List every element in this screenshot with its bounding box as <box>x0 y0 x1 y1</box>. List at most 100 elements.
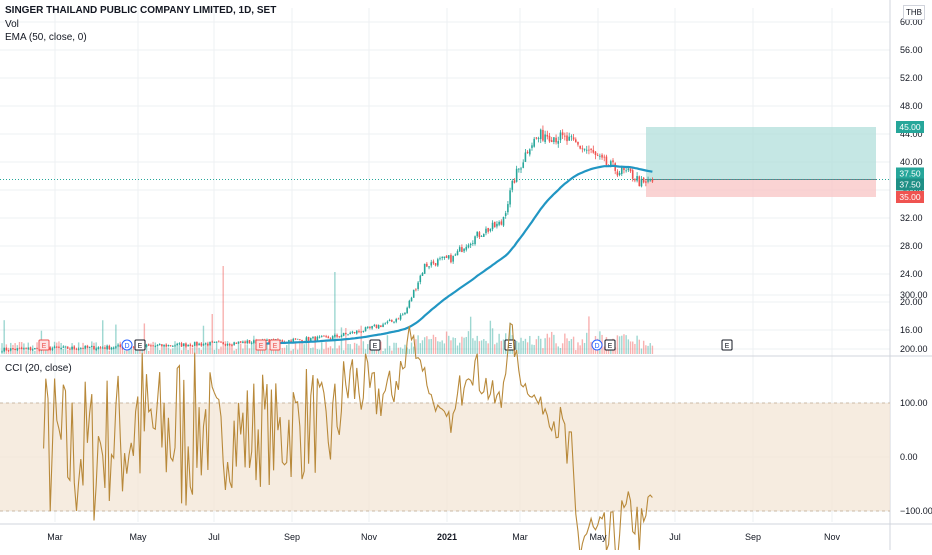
candle-body <box>349 332 352 335</box>
candle-body <box>463 248 465 252</box>
candle-body <box>557 141 560 144</box>
volume-bar <box>465 336 467 354</box>
volume-bar <box>244 344 246 354</box>
volume-bar <box>555 343 557 354</box>
volume-bar <box>119 341 121 354</box>
candle-body <box>419 275 422 283</box>
earnings-marker <box>369 339 381 351</box>
time-tick-label: Sep <box>745 532 761 542</box>
volume-bar <box>537 335 540 354</box>
candle-body <box>244 341 246 344</box>
volume-bar <box>568 340 570 354</box>
candle-body <box>207 343 209 346</box>
candle-body <box>465 246 468 250</box>
candle-body <box>246 340 249 344</box>
volume-bar <box>222 266 224 354</box>
time-tick-label: Mar <box>47 532 63 542</box>
volume-bar <box>417 335 419 354</box>
volume-bar <box>575 350 577 354</box>
position-tool[interactable] <box>0 127 890 197</box>
candle-body <box>80 348 82 350</box>
candle-body <box>524 152 527 162</box>
volume-bar <box>279 350 281 354</box>
candle-body <box>132 346 135 348</box>
candle-body <box>535 137 538 139</box>
candle-body <box>555 137 557 143</box>
candle-body <box>588 149 590 151</box>
candle-body <box>340 335 343 338</box>
candle-body <box>564 135 566 137</box>
candle-body <box>526 151 529 154</box>
cci-tick-label: −100.00 <box>900 506 932 516</box>
volume-bar <box>288 343 290 354</box>
volume-bar <box>226 341 229 354</box>
volume-bar <box>286 345 288 354</box>
volume-bar <box>202 325 205 354</box>
volume-bar <box>62 348 65 354</box>
volume-bar <box>259 349 262 354</box>
candle-body <box>596 155 599 157</box>
candle-body <box>187 345 189 347</box>
volume-bar <box>524 338 527 354</box>
candle-body <box>441 257 443 258</box>
volume-bar <box>165 343 167 354</box>
volume-bar <box>443 343 446 354</box>
volume-bar <box>56 342 58 354</box>
candle-body <box>421 273 424 276</box>
volume-bar <box>213 349 216 354</box>
candle-body <box>215 341 218 343</box>
candle-body <box>342 332 345 336</box>
candle-body <box>95 348 97 350</box>
candle-body <box>242 341 244 343</box>
volume-bar <box>86 344 89 354</box>
volume-bar <box>180 350 183 354</box>
earnings-marker <box>134 339 146 351</box>
volume-bar <box>384 348 386 354</box>
candle-body <box>410 297 413 302</box>
volume-bar <box>301 342 303 354</box>
candle-body <box>202 344 205 346</box>
volume-bar <box>430 338 432 354</box>
candle-body <box>439 258 441 260</box>
candle-body <box>231 344 233 346</box>
candle-body <box>288 340 290 342</box>
ema-legend: EMA (50, close, 0) <box>5 32 87 43</box>
candle-body <box>182 343 185 347</box>
volume-bar <box>117 343 119 354</box>
volume-bar <box>194 341 196 354</box>
candle-body <box>450 254 452 263</box>
candle-body <box>108 345 111 350</box>
volume-bar <box>393 342 395 354</box>
candle-body <box>347 334 349 336</box>
vol-legend: Vol <box>5 19 19 30</box>
candle-body <box>581 148 584 150</box>
volume-bar <box>261 349 264 354</box>
volume-bar <box>353 342 356 354</box>
volume-bar <box>299 341 301 354</box>
cci-polyline <box>43 322 653 555</box>
volume-bar <box>189 342 192 354</box>
candle-body <box>533 138 535 147</box>
candle-body <box>601 154 603 158</box>
volume-bar <box>152 341 154 354</box>
volume-bar <box>137 350 139 354</box>
volume-bar <box>331 348 334 354</box>
candle-body <box>204 343 207 345</box>
volume-bar <box>123 350 126 354</box>
candle-body <box>401 314 404 316</box>
earnings-marker <box>721 339 733 351</box>
candle-body <box>364 327 367 332</box>
volume-bar <box>428 339 430 354</box>
volume-bar <box>590 341 592 354</box>
candle-body <box>23 348 25 350</box>
candle-body <box>395 319 397 322</box>
candle-body <box>452 255 454 262</box>
candle-body <box>88 346 91 348</box>
axes: 60.0056.0052.0048.0044.0040.0036.0032.00… <box>47 17 932 542</box>
volume-bar <box>150 343 152 354</box>
price-tick-label: 16.00 <box>900 325 923 335</box>
event-marker-label: E <box>508 343 513 350</box>
candle-body <box>320 336 323 337</box>
volume-bar <box>154 342 156 354</box>
